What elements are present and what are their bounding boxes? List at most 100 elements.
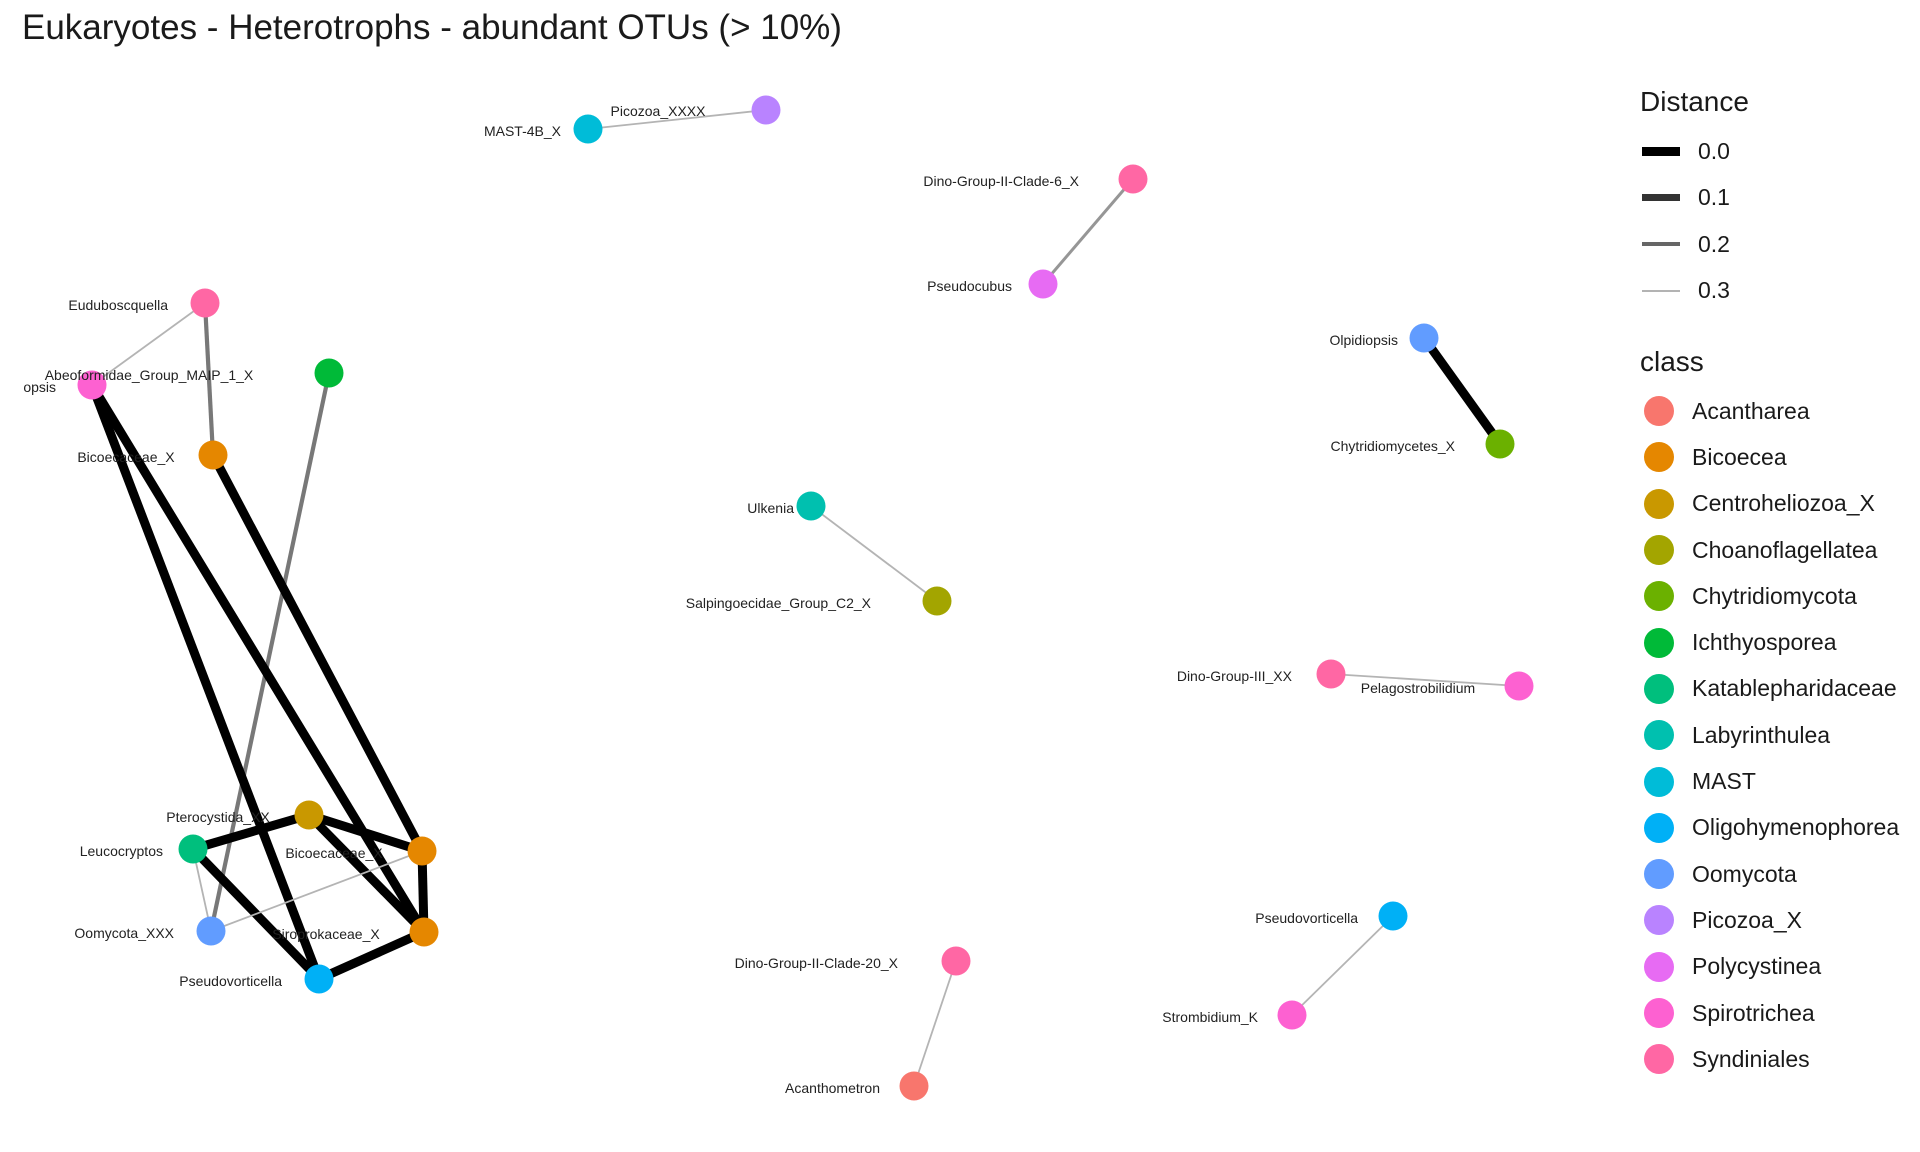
distance-legend-item: 0.0 [1640, 128, 1920, 175]
network-node [407, 836, 437, 866]
network-node [178, 834, 208, 864]
network-edge [202, 302, 216, 456]
class-legend-item: Ichthyosporea [1640, 619, 1920, 665]
network-node [1485, 429, 1515, 459]
class-legend-label: Choanoflagellatea [1692, 536, 1878, 563]
class-legend-label: Spirotrichea [1692, 999, 1815, 1026]
network-node [1504, 671, 1534, 701]
class-legend-item: Polycystinea [1640, 944, 1920, 990]
distance-legend-label: 0.2 [1698, 230, 1730, 257]
class-legend-item: Centroheliozoa_X [1640, 481, 1920, 527]
node-label: Dino-Group-II-Clade-6_X [923, 173, 1079, 189]
network-node [77, 370, 107, 400]
class-legend: class Acantharea Bicoecea Centroheliozoa_X… [1640, 344, 1920, 1082]
network-node [1378, 901, 1408, 931]
network-node [409, 917, 439, 947]
class-legend-item: Syndiniales [1640, 1036, 1920, 1082]
distance-swatch [1642, 146, 1680, 156]
class-color-dot [1644, 442, 1674, 473]
class-color-dot [1644, 859, 1674, 890]
node-label: Bicoecaceae_X [77, 449, 175, 465]
node-label: Pseudocubus [927, 278, 1012, 294]
node-label: Salpingoecidae_Group_C2_X [686, 595, 872, 611]
network-edge [305, 811, 428, 936]
network-edge [210, 850, 423, 932]
class-legend-label: Centroheliozoa_X [1692, 490, 1875, 517]
class-legend-label: Labyrinthulea [1692, 721, 1831, 748]
network-edge [1330, 673, 1520, 687]
node-label: Pelagostrobilidium [1361, 680, 1475, 696]
network-node [196, 916, 226, 946]
class-legend-item: MAST [1640, 758, 1920, 804]
network-node [314, 358, 344, 388]
class-legend-label: Bicoecea [1692, 443, 1787, 470]
distance-swatch [1642, 289, 1680, 292]
distance-legend-item: 0.3 [1640, 268, 1920, 315]
node-label: Chytridiomycetes_X [1331, 438, 1456, 454]
class-legend-item: Choanoflagellatea [1640, 527, 1920, 573]
class-legend-item: Picozoa_X [1640, 897, 1920, 943]
network-edge [191, 810, 311, 854]
node-label: Pterocystida_XX [166, 809, 270, 825]
labels-layer: Picozoa_XXXX MAST-4B_X Dino-Group-II-Clade… [23, 103, 1475, 1096]
class-color-dot [1644, 581, 1674, 612]
network-node [1028, 269, 1058, 299]
class-legend-item: Labyrinthulea [1640, 712, 1920, 758]
network-node [1277, 1000, 1307, 1030]
network-node [899, 1071, 929, 1101]
network-graph: Picozoa_XXXX MAST-4B_X Dino-Group-II-Clade… [23, 95, 1534, 1101]
node-label: Dino-Group-III_XX [1177, 668, 1293, 684]
distance-legend-label: 0.1 [1698, 184, 1730, 211]
class-legend-item: Oomycota [1640, 851, 1920, 897]
class-color-dot [1644, 951, 1674, 982]
class-color-dot [1644, 720, 1674, 751]
class-legend-item: Bicoecea [1640, 434, 1920, 480]
node-label: Strombidium_K [1162, 1009, 1258, 1025]
node-label: Pseudovorticella [1255, 910, 1358, 926]
class-color-dot [1644, 488, 1674, 519]
distance-swatch [1642, 194, 1680, 202]
network-node [751, 95, 781, 125]
class-legend-item: Chytridiomycota [1640, 573, 1920, 619]
network-node [941, 946, 971, 976]
class-legend-item: Spirotrichea [1640, 990, 1920, 1036]
class-color-dot [1644, 766, 1674, 797]
node-label: opsis [23, 379, 56, 395]
network-edge [88, 382, 428, 935]
network-node [304, 964, 334, 994]
class-color-dot [1644, 1044, 1674, 1075]
class-color-dot [1644, 627, 1674, 658]
node-label: Bicoecaceae_X [285, 845, 383, 861]
class-legend-item: Oligohymenophorea [1640, 805, 1920, 851]
network-node [1409, 323, 1439, 353]
distance-legend-label: 0.3 [1698, 277, 1730, 304]
network-node [796, 491, 826, 521]
network-edge [1420, 335, 1504, 447]
distance-legend-label: 0.0 [1698, 137, 1730, 164]
class-legend-item: Acantharea [1640, 388, 1920, 434]
class-legend-label: Polycystinea [1692, 953, 1822, 980]
class-legend-label: Oligohymenophorea [1692, 814, 1900, 841]
network-node [1118, 164, 1148, 194]
node-label: Pseudovorticella [179, 973, 282, 989]
nodes-layer [77, 95, 1534, 1101]
edges-layer [87, 109, 1520, 1087]
node-label: Abeoformidae_Group_MAIP_1_X [45, 367, 254, 383]
network-edge [87, 383, 324, 981]
class-color-dot [1644, 905, 1674, 936]
class-legend-label: Katablepharidaceae [1692, 675, 1897, 702]
class-legend-label: Chytridiomycota [1692, 582, 1857, 609]
network-edge [913, 960, 957, 1087]
class-legend-label: Syndiniales [1692, 1045, 1810, 1072]
distance-legend-item: 0.1 [1640, 175, 1920, 222]
class-color-dot [1644, 535, 1674, 566]
network-edge [307, 810, 424, 856]
node-label: MAST-4B_X [484, 123, 562, 139]
class-legend-label: Acantharea [1692, 397, 1810, 424]
class-color-dot [1644, 673, 1674, 704]
class-legend-item: Katablepharidaceae [1640, 666, 1920, 712]
network-node [190, 288, 220, 318]
node-label: Oomycota_XXX [74, 925, 174, 941]
class-color-dot [1644, 998, 1674, 1028]
network-edge [810, 505, 938, 602]
